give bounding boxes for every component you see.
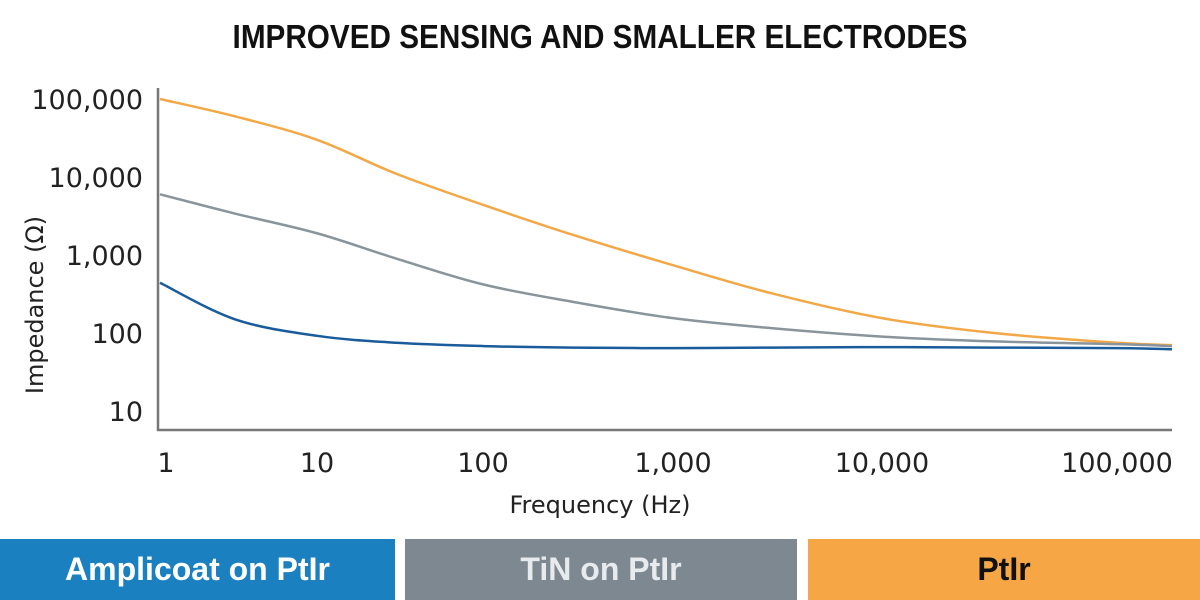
- legend-label-tin: TiN on PtIr: [520, 551, 682, 587]
- legend-ptir: PtIr: [808, 539, 1200, 600]
- series-line-tin-on-ptir: [159, 193, 1173, 348]
- x-tick-label: 1: [157, 448, 174, 479]
- y-tick-label: 10: [109, 397, 143, 428]
- x-tick-label: 1,000: [634, 448, 711, 479]
- x-tick-label: 100: [457, 448, 509, 479]
- y-tick-label: 100,000: [31, 85, 143, 116]
- x-axis-label: Frequency (Hz): [510, 491, 691, 519]
- legend-label-ptir: PtIr: [977, 551, 1031, 587]
- y-tick-label: 100: [91, 319, 143, 350]
- x-tick-label: 100,000: [1061, 448, 1173, 479]
- y-tick-label: 10,000: [49, 163, 143, 194]
- legend-amplicoat: Amplicoat on PtIr: [0, 539, 395, 600]
- legend-tin: TiN on PtIr: [405, 539, 797, 600]
- y-tick-label: 1,000: [66, 241, 143, 272]
- y-axis-label: Impedance (Ω): [21, 216, 49, 394]
- x-tick-label: 10: [300, 448, 334, 479]
- x-tick-label: 10,000: [835, 448, 929, 479]
- series-line-ptir: [159, 97, 1173, 347]
- chart-title: IMPROVED SENSING AND SMALLER ELECTRODES: [232, 18, 968, 55]
- legend-label-amplicoat: Amplicoat on PtIr: [65, 551, 330, 587]
- series-line-amplicoat-on-ptir: [159, 281, 1173, 351]
